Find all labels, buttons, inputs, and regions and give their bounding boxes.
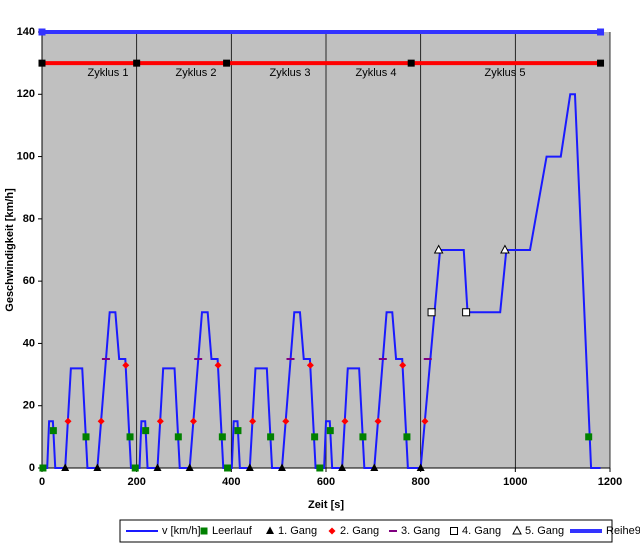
legend-label: 2. Gang	[340, 525, 379, 537]
marker	[433, 244, 444, 254]
annotation: Zyklus 3	[270, 67, 311, 79]
x-tick-label: 200	[127, 476, 145, 488]
y-tick-label: 80	[23, 213, 35, 225]
marker	[61, 463, 70, 471]
marker	[97, 417, 105, 425]
cycle-marker	[38, 59, 46, 67]
x-tick-label: 400	[222, 476, 240, 488]
marker	[370, 463, 379, 471]
y-axis-label: Geschwindigkeit [km/h]	[4, 188, 16, 312]
marker	[93, 463, 102, 471]
legend-label: 4. Gang	[462, 525, 501, 537]
x-axis-label: Zeit [s]	[308, 499, 344, 511]
marker	[403, 433, 411, 441]
marker	[585, 433, 593, 441]
cycle-marker	[223, 59, 231, 67]
marker	[49, 427, 57, 435]
x-tick-label: 1000	[503, 476, 527, 488]
marker	[326, 427, 334, 435]
y-tick-label: 140	[17, 26, 35, 38]
x-tick-label: 600	[317, 476, 335, 488]
legend-label: 3. Gang	[401, 525, 440, 537]
marker	[341, 417, 349, 425]
marker	[156, 417, 164, 425]
marker	[399, 361, 407, 369]
legend-box	[119, 519, 613, 543]
x-tick-label: 0	[39, 476, 45, 488]
legend-swatch	[328, 527, 336, 535]
marker	[189, 417, 197, 425]
series-marker	[597, 28, 605, 36]
marker	[306, 361, 314, 369]
marker	[153, 463, 162, 471]
y-tick-label: 60	[23, 275, 35, 287]
marker	[311, 433, 319, 441]
y-tick-label: 20	[23, 400, 35, 412]
marker	[174, 433, 182, 441]
marker	[374, 417, 382, 425]
marker	[126, 433, 134, 441]
annotation: Zyklus 4	[356, 67, 397, 79]
legend-label: Leerlauf	[212, 525, 253, 537]
marker	[500, 244, 510, 254]
legend-label: 1. Gang	[278, 525, 317, 537]
legend-swatch	[450, 527, 458, 535]
marker	[245, 463, 254, 471]
marker	[142, 427, 150, 435]
marker	[359, 433, 367, 441]
legend-label: 5. Gang	[525, 525, 564, 537]
annotation: Zyklus 2	[176, 67, 217, 79]
marker	[185, 463, 194, 471]
marker	[427, 308, 436, 317]
marker	[282, 417, 290, 425]
legend-label: v [km/h]	[162, 525, 201, 537]
legend-swatch	[266, 526, 274, 534]
marker	[82, 433, 90, 441]
marker	[277, 463, 286, 471]
marker	[234, 427, 242, 435]
marker	[39, 464, 47, 472]
marker	[338, 463, 347, 471]
marker	[64, 417, 72, 425]
marker	[421, 417, 429, 425]
legend-swatch	[200, 527, 208, 535]
marker	[267, 433, 275, 441]
legend-swatch	[512, 525, 522, 535]
y-tick-label: 100	[17, 150, 35, 162]
cycle-marker	[133, 59, 141, 67]
marker	[224, 464, 232, 472]
annotation: Zyklus 1	[88, 67, 129, 79]
marker	[131, 464, 139, 472]
marker	[122, 361, 130, 369]
series-marker	[38, 28, 46, 36]
x-tick-label: 1200	[598, 476, 622, 488]
y-tick-label: 120	[17, 88, 35, 100]
marker	[249, 417, 257, 425]
x-tick-label: 800	[411, 476, 429, 488]
legend-label: Reihe9	[606, 525, 640, 537]
marker	[218, 433, 226, 441]
marker	[316, 464, 324, 472]
marker	[416, 463, 425, 471]
marker	[214, 361, 222, 369]
marker	[462, 308, 471, 317]
y-tick-label: 0	[29, 462, 35, 474]
cycle-marker	[597, 59, 605, 67]
y-tick-label: 40	[23, 337, 35, 349]
cycle-marker	[407, 59, 415, 67]
annotation: Zyklus 5	[485, 67, 526, 79]
